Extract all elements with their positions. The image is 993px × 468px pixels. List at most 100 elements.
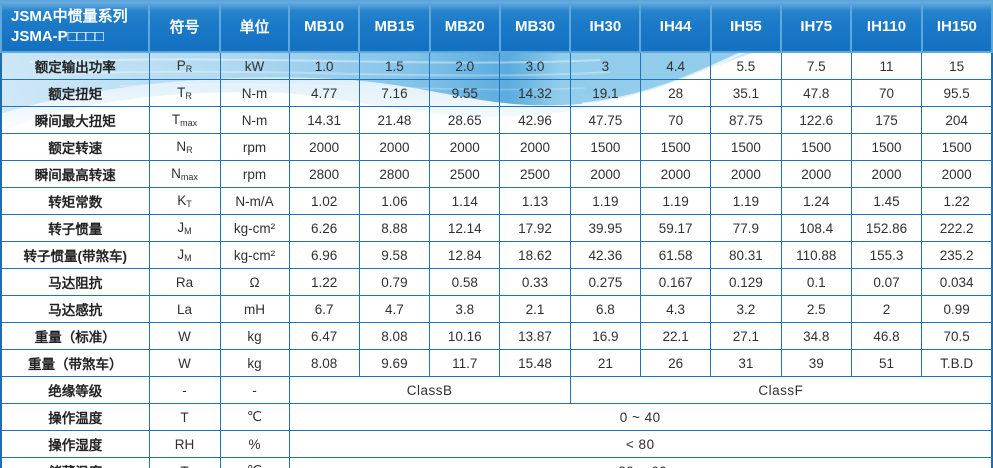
value-cell: 28.65 [429, 106, 501, 134]
value-cell: 14.31 [288, 106, 360, 134]
value-cell: 11 [850, 51, 923, 80]
value-cell: 1.0 [288, 51, 360, 80]
value-cell: 39.95 [569, 214, 641, 242]
value-cell: 21 [569, 349, 641, 377]
symbol-cell: Tmax [148, 106, 221, 134]
unit-cell: ℃ [219, 457, 290, 468]
value-cell: 152.86 [850, 214, 923, 242]
unit-cell: % [219, 430, 290, 458]
table-row: 转矩常数 KT N-m/A 1.02 1.06 1.14 1.13 1.19 1.19 1.19 1… [0, 187, 993, 215]
value-cell: 1500 [639, 133, 712, 161]
value-cell: 235.2 [921, 241, 993, 269]
symbol-cell: JM [148, 214, 221, 242]
symbol-cell: Ra [148, 268, 221, 296]
table-row: 操作湿度 RH% < 80 [0, 430, 993, 458]
model-column-header: IH55 [709, 0, 783, 53]
value-cell: 0.79 [358, 268, 431, 296]
value-cell: 95.5 [921, 79, 993, 107]
value-cell: 51 [850, 349, 923, 377]
value-cell: 2.5 [780, 295, 852, 323]
value-cell: 61.58 [639, 241, 712, 269]
value-cell: 2000 [710, 160, 782, 188]
value-cell: 0.275 [569, 268, 641, 296]
value-cell: 4.3 [639, 295, 712, 323]
value-cell: 42.36 [569, 241, 641, 269]
value-cell: 1.24 [780, 187, 852, 215]
value-cell: 1500 [850, 133, 923, 161]
value-cell: 17.92 [499, 214, 571, 242]
table-row: 瞬间最大扭矩 Tmax N-m 14.31 21.48 28.65 42.96 47.75 70… [0, 106, 993, 134]
value-cell: 59.17 [639, 214, 712, 242]
model-column-header: IH44 [639, 0, 712, 53]
symbol-cell: W [148, 349, 221, 377]
table-row: 绝缘等级 - - ClassB ClassF [0, 376, 993, 404]
model-column-header: MB30 [498, 0, 572, 53]
span-value-cell: < 80 [288, 430, 993, 458]
value-cell: 0.129 [710, 268, 782, 296]
symbol-cell: NR [148, 133, 221, 161]
value-cell: 70 [850, 79, 923, 107]
value-cell: 10.16 [429, 322, 501, 350]
span-value-cell: 0 ~ 40 [288, 403, 993, 431]
value-cell: 35.1 [710, 79, 782, 107]
value-cell: 0.99 [921, 295, 993, 323]
value-cell: 0.58 [429, 268, 501, 296]
symbol-cell: JM [148, 241, 221, 269]
row-label: 重量（带煞车） [0, 349, 150, 377]
value-cell: 4.4 [639, 51, 712, 80]
unit-cell: mH [219, 295, 290, 323]
value-cell: 21.48 [358, 106, 431, 134]
model-column-header: IH30 [569, 0, 642, 53]
table-row: 马达感抗 La mH 6.7 4.7 3.8 2.1 6.8 4.3 3.2 2.5 2 0.99 [0, 295, 993, 323]
table-row: 瞬间最高转速 Nmax rpm 2800 2800 2500 2500 2000 2000 200… [0, 160, 993, 188]
value-cell: 2000 [429, 133, 501, 161]
unit-cell: - [219, 376, 290, 404]
row-label: 储藏温度 [0, 457, 150, 468]
model-column-header: MB20 [428, 0, 501, 53]
value-cell: 0.167 [639, 268, 712, 296]
unit-cell: kW [219, 51, 290, 80]
value-cell: 42.96 [499, 106, 571, 134]
symbol-cell: T [148, 403, 221, 431]
value-cell: 47.75 [569, 106, 641, 134]
symbol-cell: T [148, 457, 221, 468]
model-column-header: MB15 [358, 0, 431, 53]
table-row: 转子惯量(带煞车) JM kg-cm² 6.96 9.58 12.84 18.62 42.36… [0, 241, 993, 269]
value-cell: T.B.D [921, 349, 993, 377]
model-column-header: IH150 [920, 0, 993, 53]
value-cell: 14.32 [499, 79, 571, 107]
value-cell: 1.06 [358, 187, 431, 215]
table-row: 额定扭矩 TR N-m 4.77 7.16 9.55 14.32 19.1 28 35.1 47.8… [0, 79, 993, 107]
value-cell: 4.77 [288, 79, 360, 107]
value-cell: 15 [921, 51, 993, 80]
value-cell: 1.13 [499, 187, 571, 215]
value-cell: 9.58 [358, 241, 431, 269]
value-cell: 8.08 [288, 349, 360, 377]
row-label: 重量（标准） [0, 322, 150, 350]
row-label: 瞬间最高转速 [0, 160, 150, 188]
unit-cell: kg [219, 322, 290, 350]
value-cell: 31 [710, 349, 782, 377]
value-cell: 2000 [358, 133, 431, 161]
value-cell: 1500 [780, 133, 852, 161]
table-row: 额定输出功率 PR kW 1.0 1.5 2.0 3.0 3 4.4 5.5 7.5 11 15 [0, 51, 993, 80]
value-cell: 34.8 [780, 322, 852, 350]
value-cell: 1.14 [429, 187, 501, 215]
value-cell: 1.19 [710, 187, 782, 215]
row-label: 操作湿度 [0, 430, 150, 458]
value-cell: 1.19 [639, 187, 712, 215]
value-cell: 9.55 [429, 79, 501, 107]
value-cell: 175 [850, 106, 923, 134]
value-cell: 2000 [780, 160, 852, 188]
series-title-cell: JSMA中惯量系列 JSMA-P□□□□ [0, 0, 150, 53]
symbol-cell: RH [148, 430, 221, 458]
value-cell: 222.2 [921, 214, 993, 242]
series-title-line2: JSMA-P□□□□ [11, 27, 104, 45]
row-label: 操作温度 [0, 403, 150, 431]
value-cell: 12.84 [429, 241, 501, 269]
value-cell: 2000 [921, 160, 993, 188]
unit-cell: kg-cm² [219, 214, 290, 242]
span-value-cell: ClassB [288, 376, 571, 404]
